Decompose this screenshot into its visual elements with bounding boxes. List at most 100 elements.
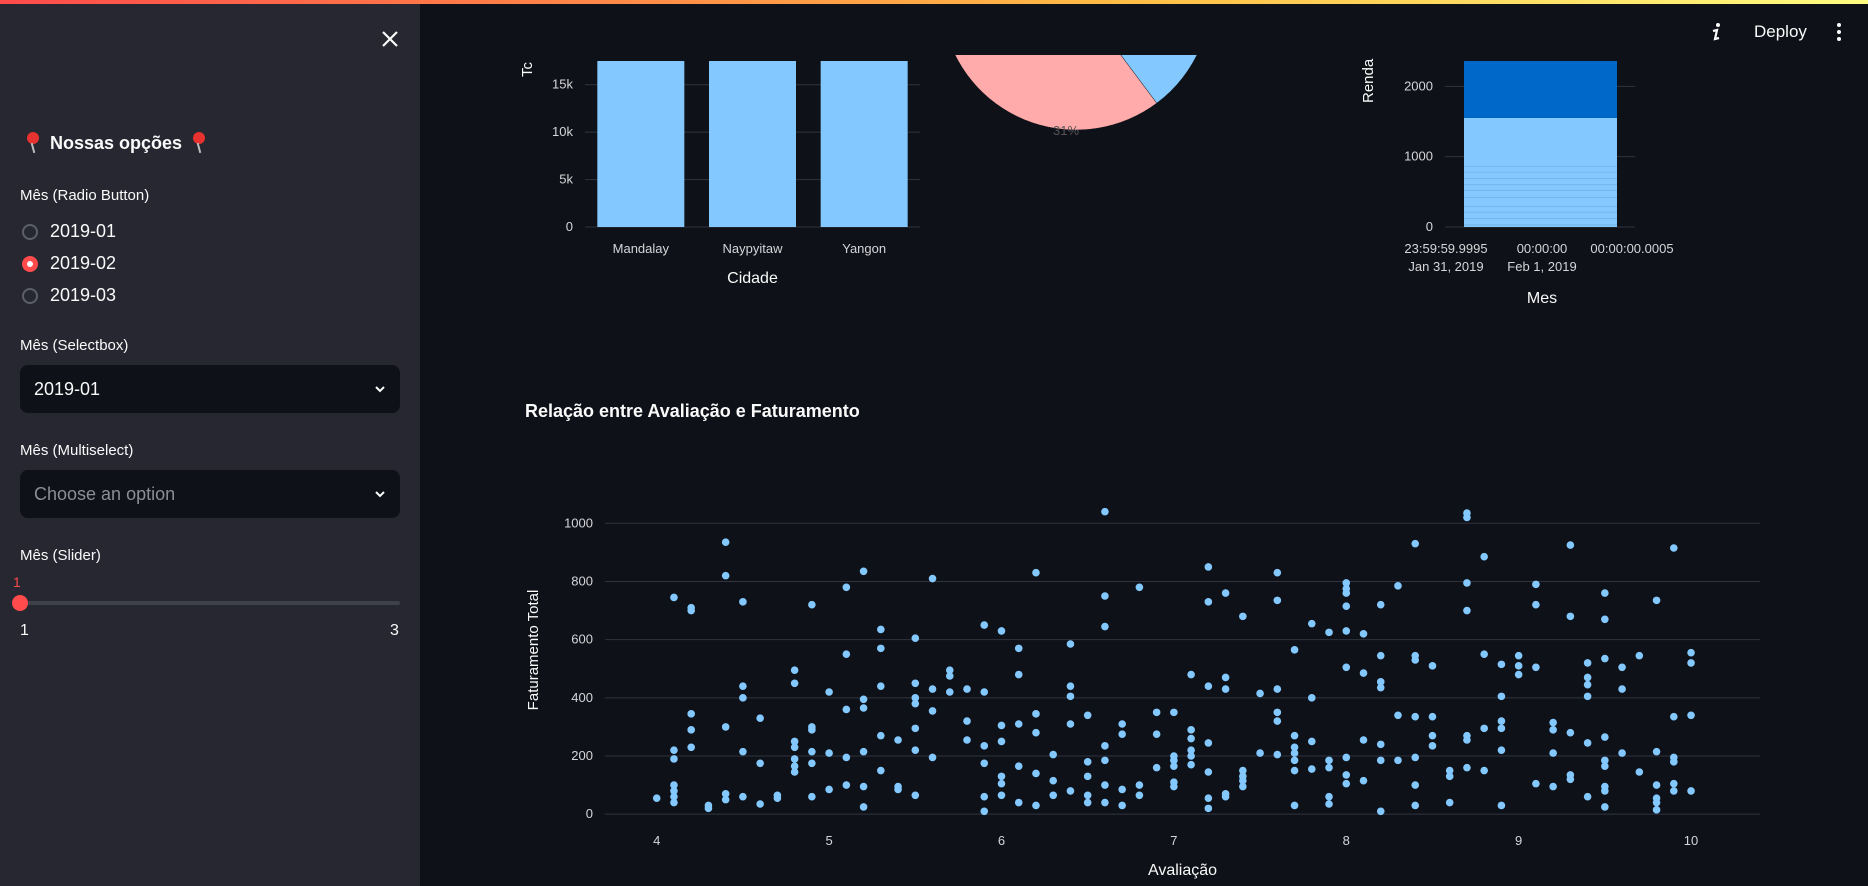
scatter-point [825,785,833,794]
scatter-point [756,759,764,768]
scatter-point [1618,663,1626,672]
radio-circle[interactable] [22,223,38,240]
scatter-point [1170,762,1178,770]
scatter-point [894,785,902,794]
scatter-point [1652,596,1661,605]
scatter-point [1032,728,1040,737]
x-axis-label: Cidade [727,270,778,287]
scatter-point [877,731,885,740]
scatter-point [1101,507,1109,516]
slider-thumb[interactable] [12,595,28,611]
scatter-point [1411,539,1420,548]
scatter-point [980,759,989,768]
scatter-point [1687,787,1695,795]
radio-circle[interactable] [22,287,38,304]
pie-slice-label: 31% [1053,123,1079,138]
scatter-point [980,807,989,816]
scatter-point [911,679,920,688]
scatter-point [1359,736,1368,744]
x-tick-label: Jan 31, 2019 [1408,259,1483,274]
info-icon[interactable] [1708,22,1724,48]
main-menu-icon[interactable] [1836,22,1842,48]
scatter-point [739,682,747,690]
scatter-point [1239,766,1247,775]
scatter-point [1187,760,1195,769]
scatter-point [1394,711,1402,720]
pie-slice [1120,55,1198,104]
scatter-point [1411,801,1420,810]
radio-option-2[interactable]: 2019-02 [22,253,116,274]
scatter-point [1428,662,1437,670]
scatter-point [652,794,661,802]
x-tick-label: 5 [825,833,832,848]
scatter-point [1428,742,1437,750]
scatter-point [670,787,678,795]
section-title: Relação entre Avaliação e Faturamento [525,401,860,421]
scatter-point [1497,746,1506,754]
scatter-chart: 0 200 400 600 800 1000 4 5 6 7 8 9 10 Avaliação Fatura… [525,507,1760,879]
y-tick-label: 600 [571,632,593,647]
close-sidebar-icon[interactable] [376,26,404,54]
scatter-point [1583,680,1592,689]
radio-option-3[interactable]: 2019-03 [22,285,116,306]
scatter-point [1687,648,1695,657]
scatter-point [808,600,816,609]
scatter-point [1187,726,1195,734]
scatter-point [1359,776,1368,785]
scatter-point [790,762,799,770]
scatter-point [721,790,730,798]
x-tick-label: Yangon [842,241,886,256]
scatter-point [1359,630,1368,638]
slider-max-label: 3 [390,622,399,639]
x-tick-label: 10 [1684,833,1698,848]
scatter-point [756,714,764,722]
radio-option-1[interactable]: 2019-01 [22,221,116,242]
scatter-point [1118,730,1126,738]
scatter-point [1049,791,1058,800]
deploy-button[interactable]: Deploy [1754,22,1807,41]
scatter-point [1583,659,1592,667]
scatter-point [1463,736,1471,744]
scatter-point [1014,644,1023,653]
month-selectbox[interactable]: 2019-01 [20,365,400,413]
scatter-point [1445,766,1454,775]
scatter-point [1290,743,1299,752]
scatter-point [1273,717,1282,725]
y-tick-label: 2000 [1404,78,1433,93]
month-multiselect[interactable]: Choose an option [20,470,400,518]
x-axis-label: Avaliação [1148,862,1217,879]
scatter-point [877,682,885,690]
radio-circle-selected[interactable] [22,255,38,272]
scatter-point [911,694,920,702]
scatter-point [1066,682,1075,690]
scatter-point [1601,762,1609,770]
scatter-point [1101,798,1109,807]
scatter-point [1394,756,1402,765]
scatter-point [790,743,799,752]
scatter-point [1497,717,1506,725]
y-tick-label: 200 [571,748,593,763]
scatter-point [1256,749,1264,757]
scatter-point [1204,768,1213,776]
scatter-point [1307,619,1316,628]
scatter-point [1342,579,1351,587]
y-tick-label: 800 [571,573,593,588]
scatter-point [997,779,1006,788]
scatter-point [1066,720,1075,728]
y-axis-label: Tc [519,62,536,78]
scatter-point [963,717,971,725]
scatter-point [1118,801,1126,810]
scatter-point [687,606,695,615]
scatter-point [1290,749,1299,757]
radio-option-label: 2019-02 [50,253,117,273]
scatter-point [997,791,1006,800]
scatter-point [980,792,989,801]
slider-track[interactable] [20,601,400,605]
y-tick-label: 0 [1426,219,1433,234]
scatter-point [963,685,971,693]
scatter-point [1376,651,1385,660]
scatter-point [1325,792,1333,801]
x-tick-label: 4 [653,833,660,848]
scatter-point [1566,541,1575,549]
scatter-point [997,721,1006,730]
